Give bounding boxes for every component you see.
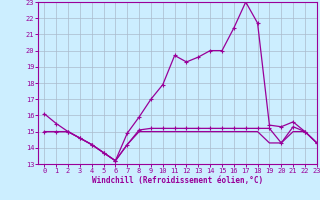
X-axis label: Windchill (Refroidissement éolien,°C): Windchill (Refroidissement éolien,°C)	[92, 176, 263, 185]
